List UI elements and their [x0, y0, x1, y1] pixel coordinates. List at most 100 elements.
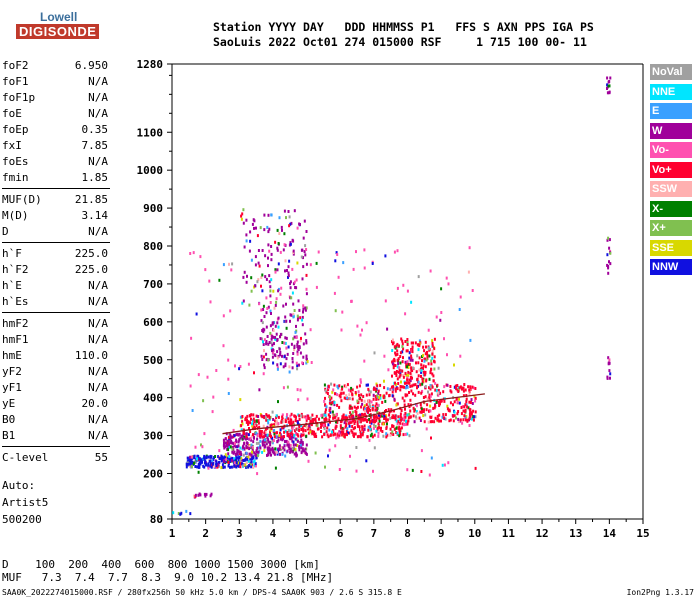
echo-point — [276, 246, 279, 250]
echo-point — [198, 457, 201, 461]
echo-point — [295, 361, 298, 365]
echo-point — [352, 267, 355, 271]
echo-point — [351, 388, 354, 392]
parameter-row: fxI 7.85 — [2, 138, 110, 154]
parameter-label: foF1 — [2, 75, 29, 88]
echo-point — [247, 362, 250, 366]
echo-point — [404, 393, 407, 397]
echo-point — [405, 363, 408, 367]
echo-point — [284, 341, 287, 345]
echo-point — [279, 428, 282, 432]
echo-point — [274, 419, 276, 423]
echo-point — [280, 435, 283, 439]
echo-point — [431, 385, 434, 389]
echo-point — [296, 388, 299, 392]
echo-point — [310, 423, 313, 427]
echo-point — [282, 248, 285, 252]
echo-point — [430, 456, 433, 460]
echo-point — [209, 300, 212, 304]
echo-point — [224, 453, 227, 457]
echo-point — [300, 451, 303, 455]
echo-point — [338, 468, 341, 471]
echo-point — [335, 413, 338, 417]
echo-point — [286, 352, 289, 356]
echo-point — [422, 396, 425, 399]
echo-point — [276, 440, 279, 444]
echo-point — [405, 419, 407, 423]
echo-point — [406, 341, 409, 344]
echo-point — [606, 376, 609, 380]
echo-point — [367, 405, 370, 409]
echo-point — [270, 435, 272, 438]
echo-point — [412, 406, 415, 410]
echo-point — [342, 413, 345, 417]
echo-point — [273, 423, 276, 427]
parameter-row: foF1 N/A — [2, 74, 110, 90]
echo-point — [233, 457, 236, 461]
echo-point — [264, 254, 267, 258]
echo-point — [200, 443, 202, 447]
echo-point — [413, 420, 416, 424]
echo-point — [246, 442, 249, 446]
echo-point — [459, 418, 462, 422]
echo-point — [305, 262, 308, 266]
echo-point — [396, 249, 399, 253]
echo-point — [261, 273, 264, 277]
echo-point — [302, 355, 305, 359]
parameter-row: M(D) 3.14 — [2, 208, 110, 224]
echo-point — [331, 430, 333, 434]
echo-point — [267, 358, 270, 362]
echo-point — [457, 386, 460, 389]
echo-point — [296, 340, 299, 344]
echo-point — [408, 412, 411, 416]
echo-point — [385, 391, 388, 395]
echo-point — [320, 425, 322, 429]
echo-point — [425, 379, 428, 383]
echo-point — [297, 348, 300, 351]
echo-point — [452, 419, 455, 423]
echo-point — [191, 464, 193, 468]
echo-point — [399, 421, 402, 425]
echo-point — [606, 91, 609, 95]
echo-point — [348, 421, 350, 425]
echo-point — [418, 342, 421, 346]
echo-point — [344, 416, 347, 420]
echo-point — [381, 422, 384, 426]
echo-point — [366, 435, 369, 439]
echo-point — [352, 414, 355, 418]
echo-point — [261, 289, 264, 293]
echo-point — [391, 394, 394, 398]
echo-point — [440, 287, 443, 291]
echo-point — [351, 425, 354, 428]
echo-point — [365, 403, 368, 407]
echo-point — [457, 420, 460, 424]
echo-point — [245, 432, 248, 436]
echo-point — [401, 345, 404, 349]
echo-point — [391, 388, 394, 391]
echo-point — [323, 399, 326, 403]
echo-point — [288, 435, 291, 439]
parameter-label: h`E — [2, 279, 22, 292]
echo-point — [466, 418, 469, 422]
echo-point — [402, 347, 405, 351]
echo-point — [246, 414, 249, 418]
echo-point — [195, 312, 198, 316]
echo-point — [289, 313, 292, 317]
echo-point — [401, 422, 404, 426]
echo-point — [263, 315, 266, 318]
echo-point — [370, 400, 373, 404]
echo-point — [293, 346, 296, 349]
echo-point — [336, 403, 339, 407]
echo-point — [231, 456, 234, 460]
echo-point — [209, 464, 212, 468]
echo-point — [276, 431, 279, 435]
echo-point — [255, 226, 257, 230]
y-tick-label: 600 — [143, 316, 163, 329]
echo-point — [351, 397, 354, 401]
echo-point — [269, 430, 271, 434]
echo-point — [440, 311, 443, 314]
header-line-1: Station YYYY DAY DDD HHMMSS P1 FFS S AXN… — [213, 20, 594, 34]
echo-point — [383, 414, 386, 418]
echo-point — [355, 469, 358, 473]
echo-point — [389, 433, 392, 437]
